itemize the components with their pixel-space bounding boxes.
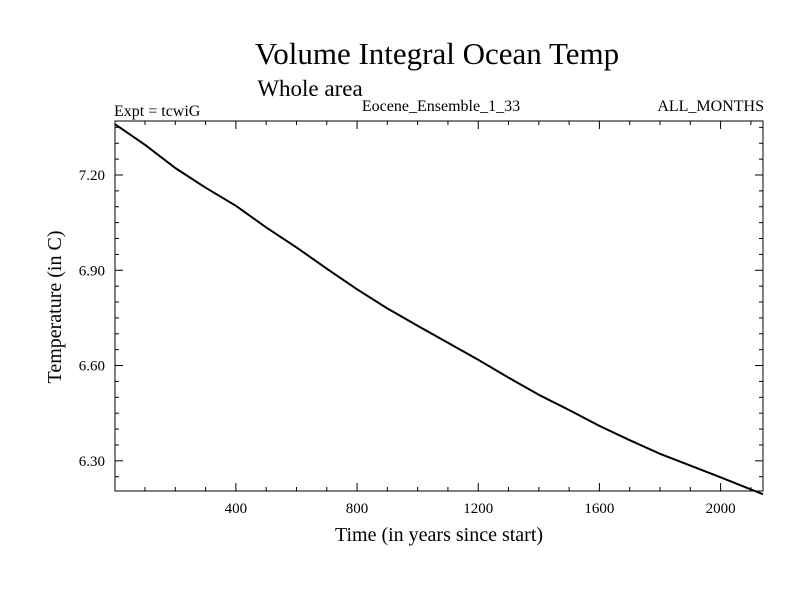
series-layer: [114, 123, 764, 496]
x-tick-label: 2000: [706, 501, 736, 517]
ensemble-label: Eocene_Ensemble_1_33: [362, 98, 520, 115]
x-tick-label: 400: [225, 501, 248, 517]
tick-marks: [115, 121, 763, 491]
plot-frame: [114, 120, 764, 492]
y-tick-labels: 6.30 6.60 6.90 7.20: [79, 168, 105, 470]
x-axis-label: Time (in years since start): [335, 524, 543, 546]
chart-title: Volume Integral Ocean Temp: [255, 36, 619, 71]
temperature-series-line: [114, 123, 764, 496]
x-tick-label: 1600: [584, 501, 614, 517]
x-tick-label: 1200: [463, 501, 493, 517]
chart-subtitle: Whole area: [257, 76, 362, 101]
y-tick-label: 6.30: [79, 454, 105, 470]
experiment-label: Expt = tcwiG: [114, 103, 201, 120]
y-tick-label: 7.20: [79, 168, 105, 184]
months-label: ALL_MONTHS: [657, 98, 764, 115]
y-tick-label: 6.90: [79, 263, 105, 279]
x-tick-labels: 400 800 1200 1600 2000: [225, 501, 736, 517]
y-axis-label: Temperature (in C): [44, 231, 66, 384]
y-tick-label: 6.60: [79, 359, 105, 375]
x-tick-label: 800: [346, 501, 369, 517]
